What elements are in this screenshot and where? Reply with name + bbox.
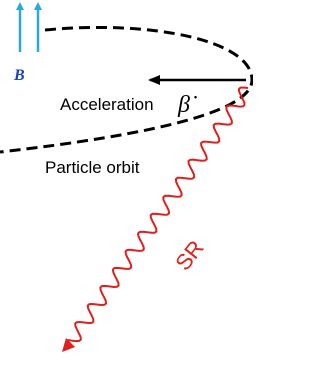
- radiation-wave: [68, 88, 249, 342]
- diagram: B Acceleration β̇ Particle orbit SR: [0, 0, 253, 365]
- orbit-label: Particle orbit: [45, 158, 140, 177]
- field-label: B: [13, 67, 25, 84]
- beta-label: β̇: [177, 92, 197, 118]
- radiation-label: SR: [170, 236, 209, 275]
- acceleration-label: Acceleration: [60, 95, 154, 114]
